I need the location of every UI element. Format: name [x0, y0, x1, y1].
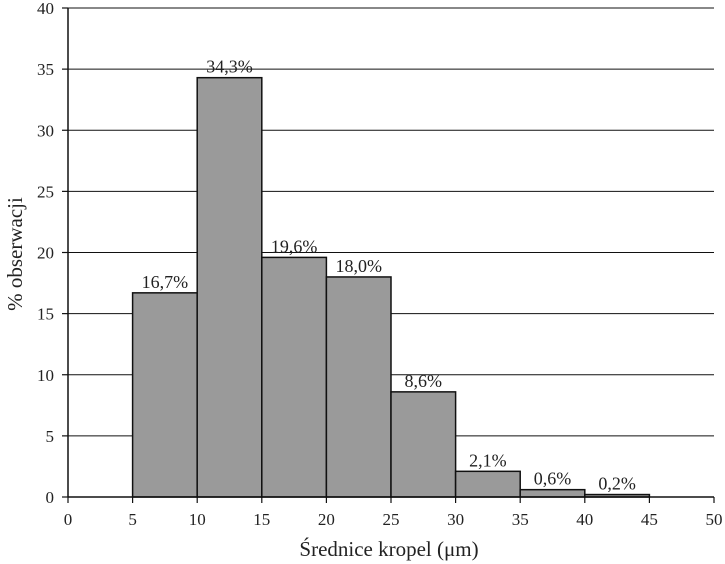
y-tick-label-0: 0 [46, 488, 55, 507]
bar-30-35 [454, 470, 521, 498]
x-tick-label-5: 5 [128, 510, 137, 529]
bar-5-10 [131, 292, 198, 498]
y-tick-label-20: 20 [37, 244, 54, 263]
x-tick-label-20: 20 [318, 510, 335, 529]
y-tick-label-10: 10 [37, 366, 54, 385]
y-tick-label-35: 35 [37, 60, 54, 79]
data-label-10-15: 34,3% [206, 57, 253, 77]
x-tick-label-45: 45 [641, 510, 658, 529]
axes: 0 5 10 15 20 25 30 35 40 0 5 10 15 20 25 30 35 40 45 50 [37, 0, 723, 529]
bar-20-25 [325, 276, 392, 498]
bar-10-15 [196, 76, 263, 498]
y-tick-label-5: 5 [46, 427, 55, 446]
x-tick-label-0: 0 [64, 510, 73, 529]
x-tick-label-25: 25 [383, 510, 400, 529]
data-label-20-25: 18,0% [335, 256, 382, 276]
x-tick-label-15: 15 [253, 510, 270, 529]
x-tick-label-30: 30 [447, 510, 464, 529]
bars [131, 76, 651, 498]
y-tick-label-15: 15 [37, 305, 54, 324]
data-label-40-45: 0,2% [598, 474, 636, 494]
data-label-30-35: 2,1% [469, 450, 507, 470]
data-label-25-30: 8,6% [405, 371, 443, 391]
x-tick-label-50: 50 [706, 510, 723, 529]
data-label-5-10: 16,7% [142, 272, 189, 292]
data-label-35-40: 0,6% [534, 469, 572, 489]
bar-35-40 [519, 488, 586, 498]
x-tick-label-40: 40 [576, 510, 593, 529]
x-tick-label-35: 35 [512, 510, 529, 529]
x-axis-title: Średnice kropel (μm) [299, 537, 478, 561]
y-axis-title: % obserwacji [3, 197, 27, 311]
data-labels: 16,7% 34,3% 19,6% 18,0% 8,6% 2,1% 0,6% 0,2% [142, 57, 636, 494]
y-tick-label-25: 25 [37, 182, 54, 201]
bar-25-30 [390, 391, 457, 498]
y-tick-label-40: 40 [37, 0, 54, 18]
y-tick-label-30: 30 [37, 121, 54, 140]
data-label-15-20: 19,6% [271, 236, 318, 256]
x-tick-label-10: 10 [189, 510, 206, 529]
bar-15-20 [261, 256, 328, 498]
